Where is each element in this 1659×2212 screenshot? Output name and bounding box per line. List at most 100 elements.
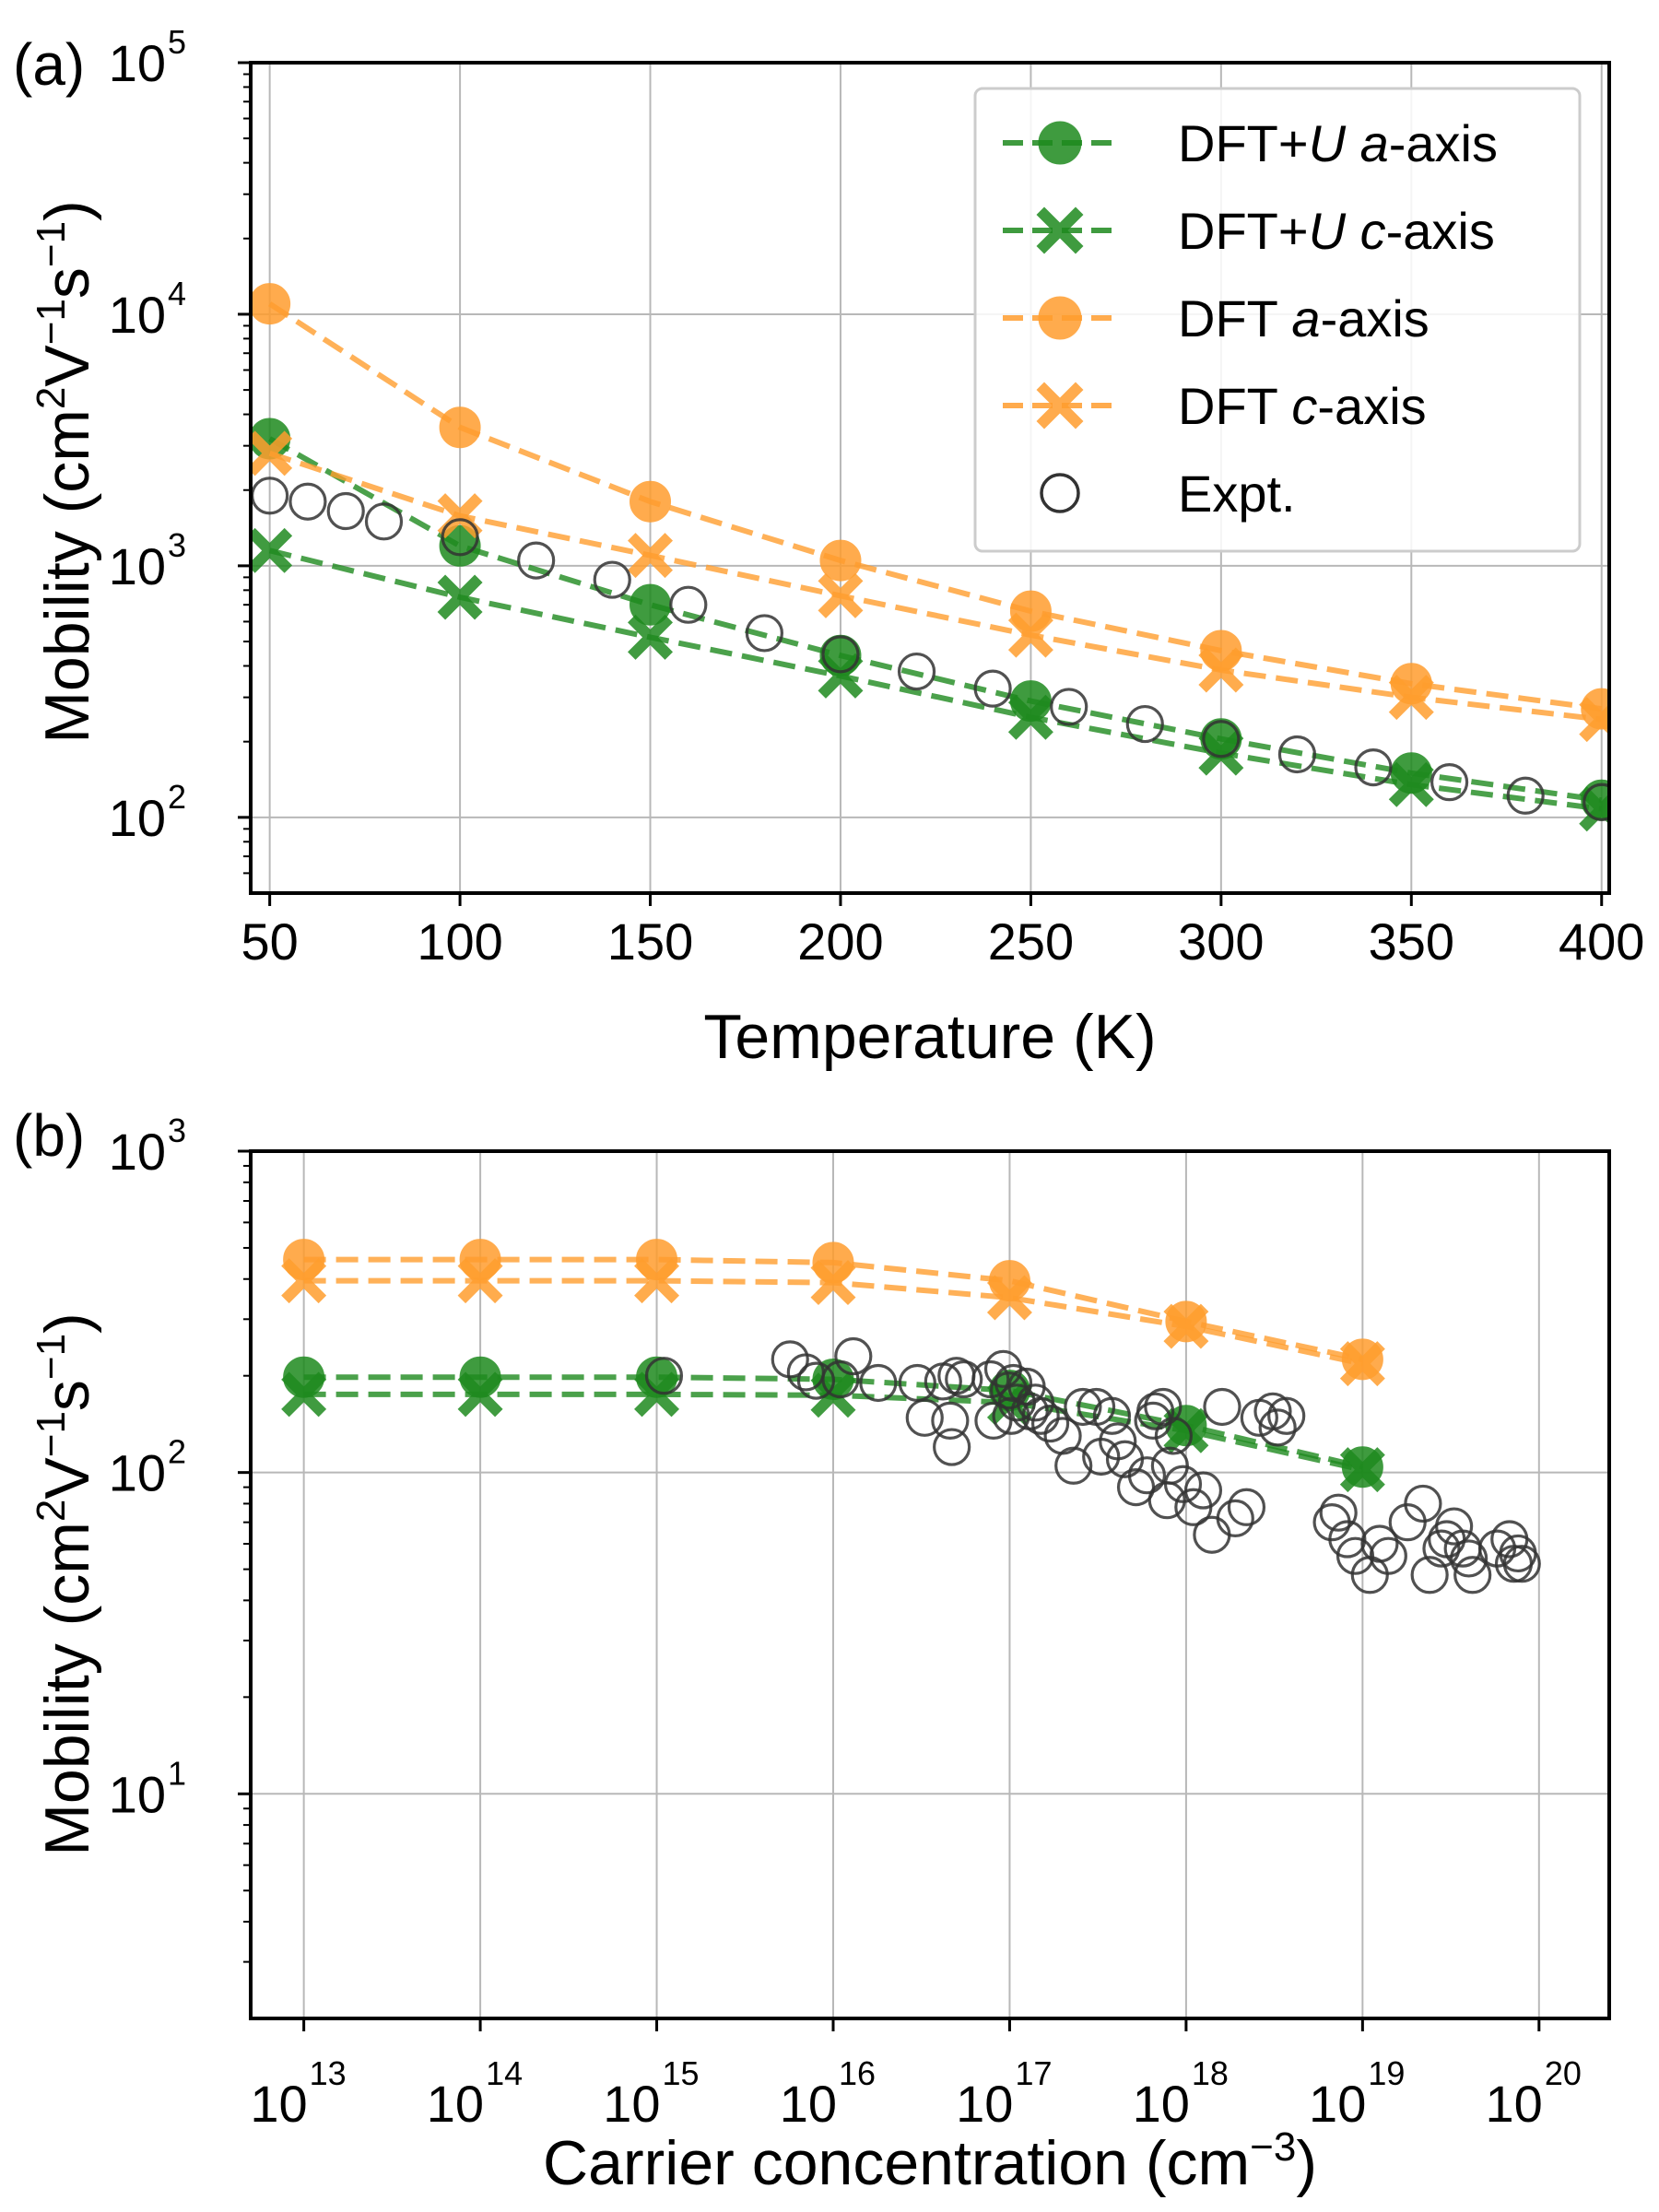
marker-open-circle [1163,1465,1203,1503]
series-line [268,547,1603,812]
marker-open-circle [288,482,327,521]
marker-circle [1390,752,1432,794]
marker-x [818,653,864,699]
marker-open-circle [821,635,860,674]
panel-a-frame [249,61,1611,895]
y-tick-exponent: 5 [168,23,186,61]
marker-open-circle [1193,1515,1231,1554]
marker-open-circle [1319,1493,1358,1532]
marker-open-circle [1136,1392,1175,1430]
x-tick-label: 10 [956,2075,1013,2133]
y-tick-exponent: 4 [168,275,186,312]
y-tick-exponent: 2 [168,778,186,816]
marker-open-circle [1092,1396,1132,1435]
svg-text:DFT+U a-axis: DFT+U a-axis [1178,114,1498,172]
panel-a-y-axis-label: Mobility (cm2V−1s−1) [29,200,102,744]
marker-open-circle [971,1359,1010,1399]
marker-open-circle [593,560,631,599]
panel-a-label: (a) [13,31,85,98]
marker-x [1163,1303,1209,1349]
marker-x [1198,730,1244,776]
marker-x [457,1371,503,1418]
x-tick-label: 200 [797,912,883,971]
series-line [267,301,1603,712]
x-tick-exponent: 18 [1192,2054,1229,2092]
x-tick-exponent: 17 [1015,2054,1052,2092]
y-tick-label: 10 [109,1765,166,1823]
y-tick-label: 10 [109,789,166,847]
marker-x [1579,786,1609,832]
marker-open-circle [1369,1536,1407,1575]
marker-open-circle [1154,1417,1193,1455]
marker-x [1388,675,1434,721]
legend: DFT+U a-axis DFT+U c-axis DFT a-axis DFT… [973,87,1582,553]
marker-x [1007,612,1053,658]
y-tick-label: 10 [109,1123,166,1181]
x-tick-label: 100 [417,912,502,971]
legend-marker-open-circle [1040,473,1080,513]
marker-open-circle [669,585,708,624]
marker-x [251,527,293,573]
marker-open-circle [1125,704,1164,744]
panel-a-series [251,283,1609,832]
marker-open-circle [994,1363,1033,1403]
marker-open-circle [973,669,1012,708]
marker-open-circle [1216,1499,1254,1537]
marker-x [1339,1447,1385,1493]
y-tick-exponent: 1 [168,1754,186,1792]
marker-open-circle [990,1371,1029,1410]
panel-b-frame [249,1149,1611,2020]
marker-open-circle [1050,688,1088,726]
panel-a-x-axis-label: Temperature (K) [703,1002,1156,1072]
marker-x [437,493,483,539]
marker-open-circle [1354,748,1393,787]
svg-text:Expt.: Expt. [1178,465,1296,523]
marker-x [628,614,674,660]
x-tick-label: 300 [1178,912,1264,971]
x-tick-label: 10 [1309,2075,1366,2133]
x-tick-label: 150 [607,912,693,971]
x-tick-exponent: 19 [1368,2054,1405,2092]
legend-item-dftu-a-axis: DFT+U a-axis [1003,114,1498,172]
y-tick-exponent: 2 [168,1433,186,1471]
marker-x [251,430,293,477]
marker-open-circle [1202,720,1241,759]
marker-open-circle [1506,776,1545,815]
marker-open-circle [1583,782,1609,821]
x-tick-label: 350 [1369,912,1454,971]
x-tick-label: 10 [1133,2075,1190,2133]
marker-open-circle [1258,1408,1297,1447]
marker-open-circle [441,518,479,557]
marker-open-circle [517,541,556,580]
legend-box [973,87,1582,553]
marker-open-circle [1404,1484,1442,1524]
series-3 [251,430,1609,743]
x-tick-exponent: 20 [1545,2054,1582,2092]
marker-open-circle [1021,1396,1060,1435]
marker-x [1339,1341,1385,1387]
marker-open-circle [859,1363,898,1403]
marker-open-circle [933,1428,971,1466]
marker-x [810,1260,856,1306]
marker-x [634,1371,680,1418]
panel-b-x-axis-label: Carrier concentration (cm−3) [543,2124,1317,2198]
marker-open-circle [1502,1545,1541,1583]
marker-open-circle [1410,1556,1449,1594]
marker-x [1163,1407,1209,1453]
x-tick-label: 400 [1559,912,1644,971]
marker-circle [819,539,862,582]
y-tick-exponent: 3 [168,1112,186,1149]
marker-circle [251,283,291,325]
marker-open-circle [796,1361,836,1400]
legend-item-dft-a-axis: DFT a-axis [1003,289,1430,347]
marker-open-circle [326,491,365,531]
marker-x [1388,761,1434,807]
marker-x [1579,697,1609,743]
marker-x [628,533,674,579]
marker-open-circle [1127,1456,1167,1495]
legend-item-dftu-c-axis: DFT+U c-axis [1003,202,1495,260]
marker-open-circle [821,1359,860,1399]
